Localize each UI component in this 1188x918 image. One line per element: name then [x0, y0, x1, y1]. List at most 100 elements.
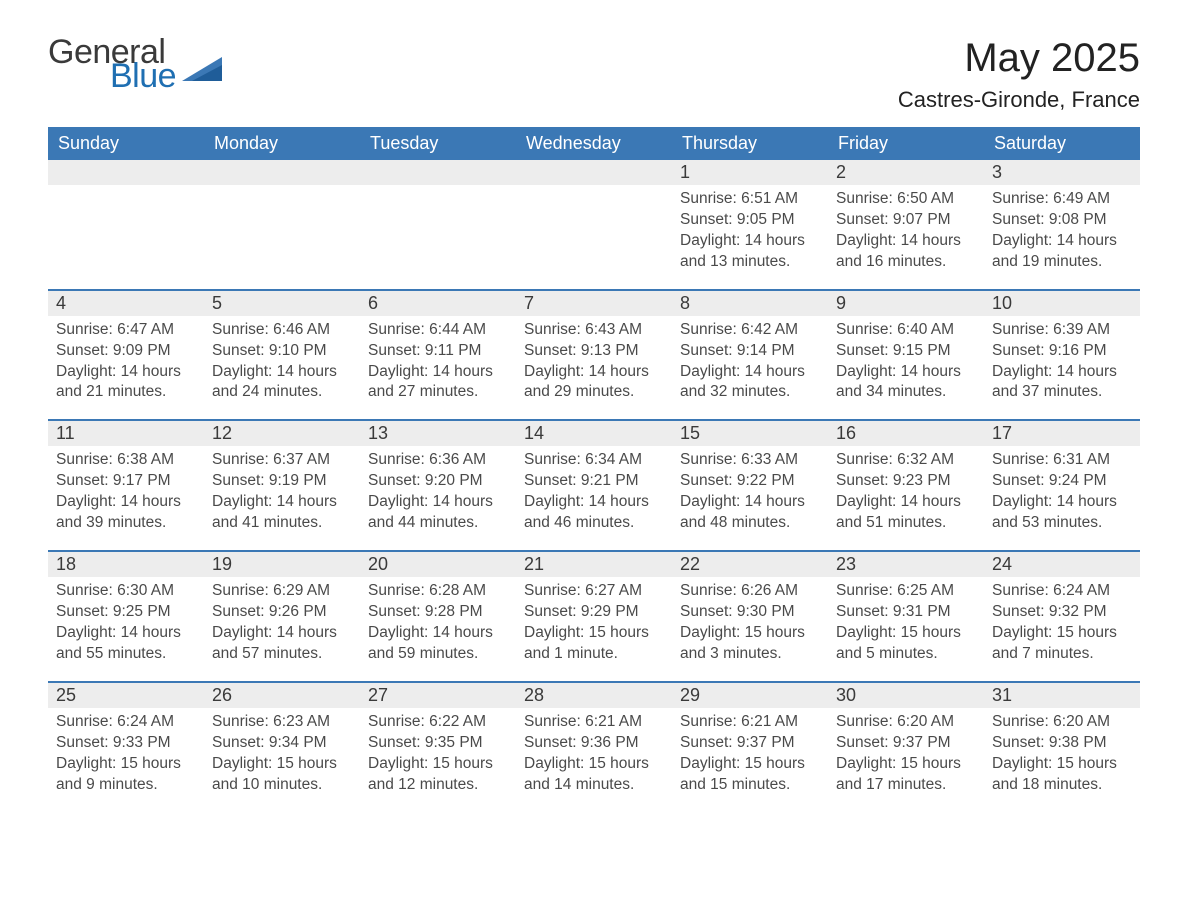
day-sunrise-text: Sunrise: 6:26 AM: [680, 581, 820, 602]
day-daylight2-text: and 10 minutes.: [212, 775, 352, 796]
day-content-cell: Sunrise: 6:38 AMSunset: 9:17 PMDaylight:…: [48, 446, 204, 550]
day-content-cell: Sunrise: 6:26 AMSunset: 9:30 PMDaylight:…: [672, 577, 828, 681]
day-number-cell: 16: [828, 419, 984, 446]
day-daylight2-text: and 41 minutes.: [212, 513, 352, 534]
day-content-cell: Sunrise: 6:23 AMSunset: 9:34 PMDaylight:…: [204, 708, 360, 812]
day-sunset-text: Sunset: 9:13 PM: [524, 341, 664, 362]
day-daylight2-text: and 29 minutes.: [524, 382, 664, 403]
day-number-cell: 12: [204, 419, 360, 446]
day-sunrise-text: Sunrise: 6:31 AM: [992, 450, 1132, 471]
day-daylight2-text: and 55 minutes.: [56, 644, 196, 665]
day-number-cell: 15: [672, 419, 828, 446]
day-sunset-text: Sunset: 9:05 PM: [680, 210, 820, 231]
day-content-cell: [360, 185, 516, 289]
day-sunset-text: Sunset: 9:30 PM: [680, 602, 820, 623]
day-sunset-text: Sunset: 9:38 PM: [992, 733, 1132, 754]
day-daylight2-text: and 24 minutes.: [212, 382, 352, 403]
day-sunrise-text: Sunrise: 6:27 AM: [524, 581, 664, 602]
day-daylight2-text: and 37 minutes.: [992, 382, 1132, 403]
day-daylight1-text: Daylight: 14 hours: [212, 623, 352, 644]
page-title: May 2025: [898, 36, 1140, 81]
day-content-row: Sunrise: 6:24 AMSunset: 9:33 PMDaylight:…: [48, 708, 1140, 812]
day-daylight1-text: Daylight: 15 hours: [368, 754, 508, 775]
day-sunset-text: Sunset: 9:08 PM: [992, 210, 1132, 231]
day-daylight1-text: Daylight: 14 hours: [992, 362, 1132, 383]
weekday-header: Monday: [204, 127, 360, 160]
day-daylight1-text: Daylight: 14 hours: [992, 492, 1132, 513]
day-number-cell: 28: [516, 681, 672, 708]
day-daylight2-text: and 48 minutes.: [680, 513, 820, 534]
day-number-row: 25262728293031: [48, 681, 1140, 708]
day-daylight1-text: Daylight: 14 hours: [524, 362, 664, 383]
day-sunset-text: Sunset: 9:31 PM: [836, 602, 976, 623]
day-sunset-text: Sunset: 9:11 PM: [368, 341, 508, 362]
day-daylight1-text: Daylight: 14 hours: [836, 492, 976, 513]
day-content-cell: [204, 185, 360, 289]
day-content-cell: Sunrise: 6:24 AMSunset: 9:33 PMDaylight:…: [48, 708, 204, 812]
day-number-cell: 11: [48, 419, 204, 446]
day-daylight1-text: Daylight: 14 hours: [680, 231, 820, 252]
weekday-header-row: Sunday Monday Tuesday Wednesday Thursday…: [48, 127, 1140, 160]
day-number-cell: 29: [672, 681, 828, 708]
day-content-cell: Sunrise: 6:21 AMSunset: 9:37 PMDaylight:…: [672, 708, 828, 812]
day-number-cell: 23: [828, 550, 984, 577]
calendar-week: 123Sunrise: 6:51 AMSunset: 9:05 PMDaylig…: [48, 160, 1140, 289]
weekday-header: Friday: [828, 127, 984, 160]
day-daylight1-text: Daylight: 15 hours: [680, 754, 820, 775]
day-number-cell: 27: [360, 681, 516, 708]
day-sunrise-text: Sunrise: 6:21 AM: [680, 712, 820, 733]
day-number-cell: 22: [672, 550, 828, 577]
day-sunrise-text: Sunrise: 6:42 AM: [680, 320, 820, 341]
day-content-cell: Sunrise: 6:22 AMSunset: 9:35 PMDaylight:…: [360, 708, 516, 812]
day-number-cell: 3: [984, 160, 1140, 185]
brand-word-2: Blue: [110, 60, 176, 92]
day-number-cell: 26: [204, 681, 360, 708]
day-sunrise-text: Sunrise: 6:20 AM: [836, 712, 976, 733]
day-daylight1-text: Daylight: 14 hours: [680, 492, 820, 513]
day-number-cell: [48, 160, 204, 185]
day-number-cell: 7: [516, 289, 672, 316]
day-sunrise-text: Sunrise: 6:43 AM: [524, 320, 664, 341]
page-subtitle: Castres-Gironde, France: [898, 87, 1140, 113]
day-sunset-text: Sunset: 9:37 PM: [836, 733, 976, 754]
day-sunset-text: Sunset: 9:25 PM: [56, 602, 196, 623]
day-content-cell: Sunrise: 6:33 AMSunset: 9:22 PMDaylight:…: [672, 446, 828, 550]
day-daylight2-text: and 59 minutes.: [368, 644, 508, 665]
day-number-cell: 6: [360, 289, 516, 316]
day-content-cell: Sunrise: 6:44 AMSunset: 9:11 PMDaylight:…: [360, 316, 516, 420]
header: General Blue May 2025 Castres-Gironde, F…: [48, 36, 1140, 113]
day-sunrise-text: Sunrise: 6:30 AM: [56, 581, 196, 602]
day-daylight1-text: Daylight: 14 hours: [836, 362, 976, 383]
calendar-week: 45678910Sunrise: 6:47 AMSunset: 9:09 PMD…: [48, 289, 1140, 420]
day-sunset-text: Sunset: 9:33 PM: [56, 733, 196, 754]
day-daylight2-text: and 14 minutes.: [524, 775, 664, 796]
day-sunset-text: Sunset: 9:14 PM: [680, 341, 820, 362]
day-number-row: 45678910: [48, 289, 1140, 316]
day-content-cell: Sunrise: 6:40 AMSunset: 9:15 PMDaylight:…: [828, 316, 984, 420]
day-daylight2-text: and 1 minute.: [524, 644, 664, 665]
day-sunset-text: Sunset: 9:19 PM: [212, 471, 352, 492]
day-daylight1-text: Daylight: 15 hours: [56, 754, 196, 775]
day-sunset-text: Sunset: 9:17 PM: [56, 471, 196, 492]
day-content-cell: Sunrise: 6:29 AMSunset: 9:26 PMDaylight:…: [204, 577, 360, 681]
day-sunrise-text: Sunrise: 6:40 AM: [836, 320, 976, 341]
day-content-cell: Sunrise: 6:39 AMSunset: 9:16 PMDaylight:…: [984, 316, 1140, 420]
day-daylight1-text: Daylight: 14 hours: [368, 623, 508, 644]
day-content-cell: Sunrise: 6:42 AMSunset: 9:14 PMDaylight:…: [672, 316, 828, 420]
day-daylight1-text: Daylight: 14 hours: [368, 362, 508, 383]
day-sunrise-text: Sunrise: 6:21 AM: [524, 712, 664, 733]
day-sunset-text: Sunset: 9:21 PM: [524, 471, 664, 492]
day-content-cell: [516, 185, 672, 289]
day-content-row: Sunrise: 6:30 AMSunset: 9:25 PM Daylight:…: [48, 577, 1140, 681]
day-content-cell: Sunrise: 6:46 AMSunset: 9:10 PMDaylight:…: [204, 316, 360, 420]
day-daylight2-text: and 21 minutes.: [56, 382, 196, 403]
day-daylight2-text: and 51 minutes.: [836, 513, 976, 534]
day-sunset-text: Sunset: 9:22 PM: [680, 471, 820, 492]
day-daylight1-text: Daylight: 15 hours: [992, 754, 1132, 775]
day-daylight1-text: Daylight: 14 hours: [680, 362, 820, 383]
day-content-cell: Sunrise: 6:20 AMSunset: 9:38 PMDaylight:…: [984, 708, 1140, 812]
weekday-header: Wednesday: [516, 127, 672, 160]
calendar-week: 11121314151617Sunrise: 6:38 AMSunset: 9:…: [48, 419, 1140, 550]
day-content-cell: Sunrise: 6:34 AMSunset: 9:21 PMDaylight:…: [516, 446, 672, 550]
day-sunset-text: Sunset: 9:20 PM: [368, 471, 508, 492]
